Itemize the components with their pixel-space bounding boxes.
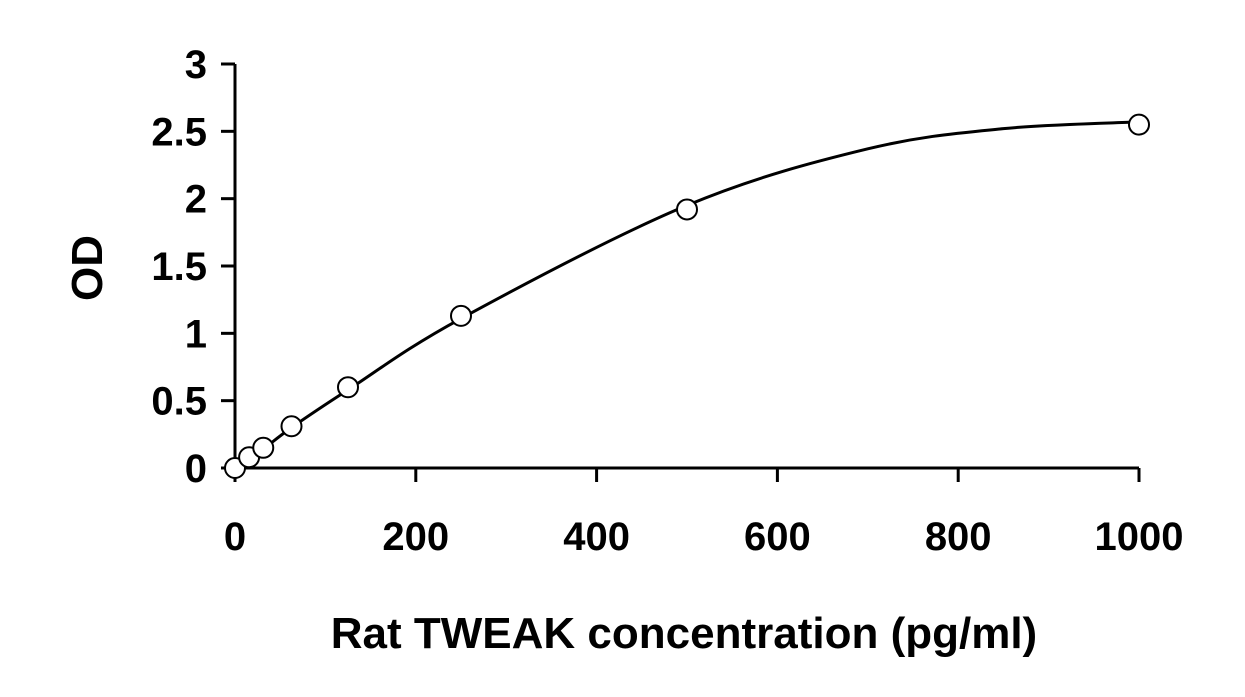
- x-tick-label: 800: [925, 515, 992, 559]
- y-tick-label: 1.5: [151, 245, 207, 289]
- x-axis-title: Rat TWEAK concentration (pg/ml): [331, 609, 1037, 658]
- data-point: [337, 376, 359, 399]
- y-tick-label: 0.5: [151, 380, 207, 424]
- y-tick-label: 2.5: [151, 110, 207, 154]
- data-point: [1128, 113, 1150, 136]
- data-point: [676, 198, 698, 221]
- data-point: [450, 304, 472, 327]
- axes: [221, 62, 1141, 482]
- y-tick-label: 0: [185, 447, 207, 491]
- fit-curve-layer: [234, 120, 1140, 470]
- y-tick-label: 3: [185, 43, 207, 87]
- x-tick-label: 400: [563, 515, 630, 559]
- fit-curve: [234, 120, 1140, 470]
- y-tick-label: 2: [185, 178, 207, 222]
- y-tick-label: 1: [185, 312, 207, 356]
- x-tick-label: 600: [744, 515, 811, 559]
- x-tick-label: 200: [382, 515, 449, 559]
- x-tick-label: 1000: [1095, 515, 1184, 559]
- tick-labels-layer: 0 0.5 1 1.5 2 2.5 3 0 200 400 600 800 1000: [151, 43, 1183, 559]
- data-point: [252, 436, 275, 459]
- y-axis-title: OD: [63, 235, 112, 301]
- data-point: [280, 415, 303, 438]
- data-points-layer: [224, 113, 1150, 479]
- x-tick-label: 0: [224, 515, 246, 559]
